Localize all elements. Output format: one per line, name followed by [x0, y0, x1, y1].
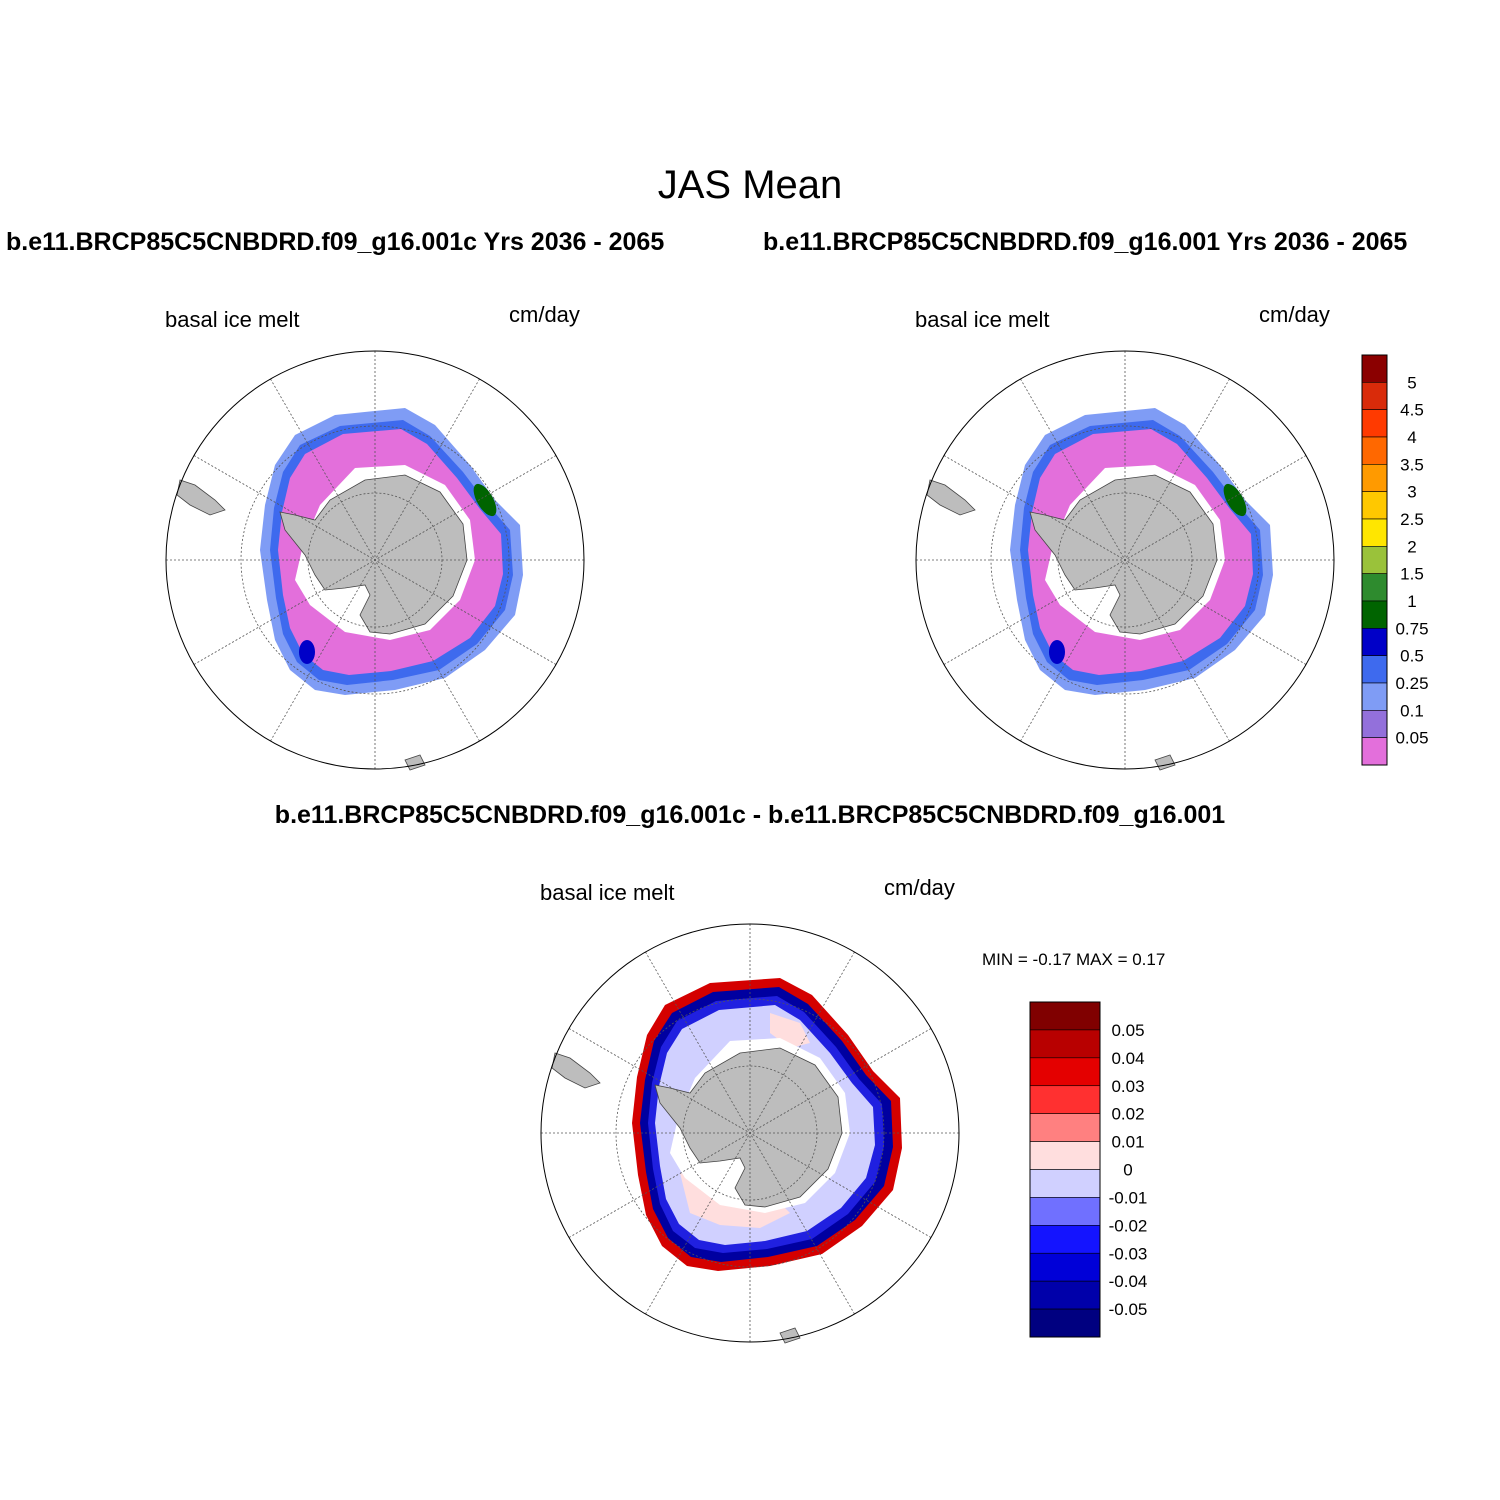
- graticule: [541, 924, 959, 1342]
- diff-colorbar-swatch: [1029, 1169, 1101, 1198]
- diff-colorbar-tick-label: -0.05: [1109, 1300, 1148, 1319]
- main-colorbar-tick-label: 2.5: [1400, 510, 1424, 529]
- case1-polar-map: [165, 350, 585, 771]
- main-colorbar-swatch: [1361, 354, 1388, 383]
- latitude-circle: [240, 425, 510, 695]
- south-america: [176, 479, 226, 516]
- meridian-line: [193, 455, 557, 665]
- main-colorbar-tick-label: 3: [1407, 483, 1416, 502]
- main-colorbar-tick-label: 0.1: [1400, 701, 1424, 720]
- field-dark-spot: [473, 483, 497, 517]
- diff-colorbar-swatch: [1029, 1197, 1101, 1226]
- antarctica: [1029, 474, 1218, 635]
- case2-units-label: cm/day: [1259, 302, 1330, 327]
- diff-colorbar-swatch: [1029, 1113, 1101, 1142]
- diff-colorbar-tick-label: 0.04: [1111, 1049, 1144, 1068]
- diff-units-label: cm/day: [884, 875, 955, 900]
- diff-colorbar-swatch: [1029, 1308, 1101, 1338]
- antarctica: [279, 474, 468, 635]
- diff-colorbar-swatch: [1029, 1057, 1101, 1087]
- main-colorbar-swatch: [1361, 573, 1388, 602]
- antarctica-land: [551, 1038, 850, 1344]
- diff-colorbar-tick-label: 0.02: [1111, 1105, 1144, 1124]
- diff-colorbar-tick-label: -0.01: [1109, 1188, 1148, 1207]
- case1-variable-label: basal ice melt: [165, 307, 300, 332]
- diff-min-max: MIN = -0.17 MAX = 0.17: [982, 950, 1166, 969]
- latitude-circle: [615, 998, 885, 1268]
- field-dark-spot: [1049, 640, 1065, 664]
- field-dark-spot: [299, 640, 315, 664]
- figure-title: JAS Mean: [657, 163, 843, 207]
- main-colorbar: 5 4.5 4 3.5 3 2.5 2 1.5 1 0.75 0.5 0.25 0.1 0.05: [1361, 354, 1429, 766]
- diff-colorbar-tick-label: -0.04: [1109, 1272, 1148, 1291]
- main-colorbar-swatch: [1361, 710, 1388, 738]
- main-colorbar-tick-label: 0.75: [1395, 619, 1428, 638]
- diff-variable-label: basal ice melt: [540, 880, 675, 905]
- main-colorbar-border: [1361, 354, 1388, 766]
- diff-colorbar-swatch: [1029, 1252, 1101, 1282]
- main-colorbar-tick-label: 1: [1407, 592, 1416, 611]
- main-colorbar-tick-label: 0.5: [1400, 647, 1424, 666]
- diff-colorbar-tick-label: 0.05: [1111, 1021, 1144, 1040]
- diff-colorbar-swatch: [1029, 1141, 1101, 1170]
- diff-colorbar-swatch: [1029, 1280, 1101, 1310]
- field-dark-spot: [1223, 483, 1247, 517]
- island: [404, 754, 426, 771]
- main-colorbar-tick-label: 1.5: [1400, 565, 1424, 584]
- case2-title: b.e11.BRCP85C5CNBDRD.f09_g16.001 Yrs 203…: [763, 228, 1408, 256]
- main-colorbar-tick-label: 4: [1407, 428, 1416, 447]
- diff-colorbar-swatch: [1029, 1225, 1101, 1254]
- graticule: [916, 351, 1334, 769]
- diff-colorbar-swatch: [1029, 1029, 1101, 1059]
- antarctica-land: [926, 465, 1225, 771]
- main-colorbar-tick-label: 0.05: [1395, 729, 1428, 748]
- main-colorbar-tick-label: 0.25: [1395, 674, 1428, 693]
- antarctica-land: [176, 465, 475, 771]
- main-colorbar-tick-label: 5: [1407, 373, 1416, 392]
- diff-colorbar-tick-label: -0.03: [1109, 1244, 1148, 1263]
- diff-colorbar-tick-label: 0: [1123, 1161, 1132, 1180]
- diff-polar-map: [540, 923, 960, 1344]
- main-colorbar-swatch: [1361, 737, 1388, 766]
- main-colorbar-tick-label: 3.5: [1400, 455, 1424, 474]
- antarctica: [654, 1047, 843, 1208]
- south-america: [551, 1052, 601, 1089]
- case2-polar-map: [915, 350, 1335, 771]
- diff-colorbar: 0.05 0.04 0.03 0.02 0.01 0 -0.01 -0.02 -0.03 -0.0…: [1029, 1001, 1148, 1338]
- diff-colorbar-tick-label: 0.03: [1111, 1077, 1144, 1096]
- main-colorbar-swatch: [1361, 491, 1388, 520]
- island: [779, 1327, 801, 1344]
- main-colorbar-tick-label: 4.5: [1400, 401, 1424, 420]
- main-colorbar-swatch: [1361, 600, 1388, 629]
- island: [1154, 754, 1176, 771]
- diff-colorbar-swatch: [1029, 1001, 1101, 1031]
- diff-colorbar-border: [1029, 1001, 1101, 1338]
- case1-units-label: cm/day: [509, 302, 580, 327]
- main-colorbar-swatch: [1361, 546, 1388, 574]
- main-colorbar-swatch: [1361, 464, 1388, 492]
- main-colorbar-swatch: [1361, 409, 1388, 438]
- south-america: [926, 479, 976, 516]
- map-border: [540, 923, 960, 1343]
- map-border: [165, 350, 585, 770]
- graticule: [166, 351, 584, 769]
- diff-colorbar-tick-label: -0.02: [1109, 1216, 1148, 1235]
- meridian-line: [568, 1028, 932, 1238]
- case2-variable-label: basal ice melt: [915, 307, 1050, 332]
- main-colorbar-swatch: [1361, 628, 1388, 656]
- diff-colorbar-swatch: [1029, 1085, 1101, 1114]
- main-colorbar-swatch: [1361, 436, 1388, 465]
- main-colorbar-tick-label: 2: [1407, 537, 1416, 556]
- case1-title: b.e11.BRCP85C5CNBDRD.f09_g16.001c Yrs 20…: [6, 228, 665, 256]
- main-colorbar-swatch: [1361, 655, 1388, 684]
- main-colorbar-swatch: [1361, 518, 1388, 547]
- map-border: [915, 350, 1335, 770]
- main-colorbar-swatch: [1361, 682, 1388, 711]
- meridian-line: [943, 455, 1307, 665]
- latitude-circle: [990, 425, 1260, 695]
- diff-colorbar-tick-label: 0.01: [1111, 1133, 1144, 1152]
- diff-title: b.e11.BRCP85C5CNBDRD.f09_g16.001c - b.e1…: [274, 801, 1226, 829]
- main-colorbar-swatch: [1361, 382, 1388, 410]
